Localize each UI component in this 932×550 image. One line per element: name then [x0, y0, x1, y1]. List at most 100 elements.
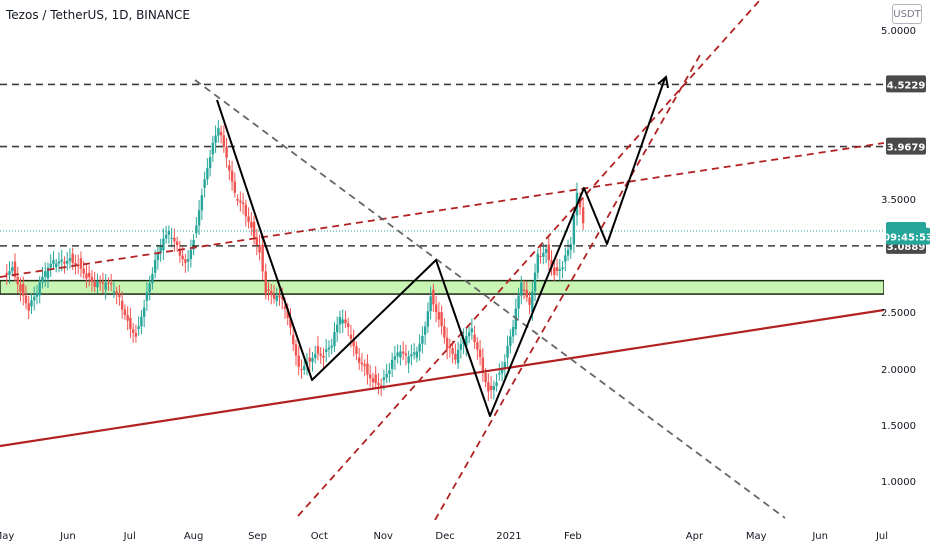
- candle-body: [151, 274, 154, 284]
- candle-body: [90, 276, 94, 282]
- candle-body: [517, 295, 520, 309]
- candle-body: [267, 289, 270, 292]
- candle-body: [434, 304, 438, 312]
- candle-body: [566, 249, 570, 256]
- candle-body: [258, 244, 261, 253]
- price-tick-label: 2.0000: [881, 365, 916, 376]
- projected-wave-path: [216, 77, 666, 417]
- candle-body: [423, 326, 427, 335]
- candle-body: [247, 216, 250, 222]
- candle-body: [241, 202, 245, 205]
- candle-body: [137, 326, 140, 330]
- candle-body: [368, 374, 372, 379]
- candle-body: [432, 289, 435, 305]
- time-axis[interactable]: May Jun Jul Aug Sep Oct Nov Dec 2021 Feb Apr May Jun…: [0, 520, 932, 550]
- candle-body: [283, 306, 287, 309]
- candle-body: [569, 244, 572, 250]
- symbol-header[interactable]: Tezos / TetherUS, 1D, BINANCE: [6, 8, 190, 22]
- trend-lines: [0, 0, 885, 521]
- candle-body: [399, 351, 402, 358]
- candle-body: [456, 349, 460, 364]
- candle-body: [379, 385, 383, 387]
- candle-body: [544, 248, 548, 253]
- candle-body: [454, 353, 457, 360]
- candle-body: [407, 356, 410, 364]
- time-tick-label: Jul: [123, 531, 136, 542]
- candle-body: [44, 271, 47, 277]
- candle-body: [11, 267, 14, 272]
- candle-body: [390, 359, 394, 369]
- time-tick-label: Oct: [311, 531, 328, 542]
- time-tick-label: Jun: [59, 531, 76, 542]
- candle-body: [555, 267, 559, 271]
- currency-button[interactable]: USDT: [892, 4, 922, 24]
- candle-body: [382, 377, 386, 381]
- candle-body: [104, 282, 107, 290]
- candle-body: [27, 303, 30, 311]
- candle-body: [396, 352, 399, 357]
- upper-trend-line: [0, 142, 885, 278]
- candle-body: [363, 364, 366, 367]
- candle-body: [550, 260, 553, 268]
- candle-body: [156, 252, 160, 261]
- candle-body: [16, 276, 19, 285]
- candle-body: [233, 181, 237, 193]
- candle-body: [55, 263, 58, 268]
- candle-body: [286, 308, 289, 319]
- candle-body: [459, 344, 463, 350]
- time-tick-label: May: [746, 531, 767, 542]
- candle-body: [19, 284, 22, 292]
- candle-body: [440, 312, 443, 327]
- candle-body: [578, 199, 582, 208]
- candle-body: [289, 318, 292, 328]
- candle-body: [170, 237, 173, 239]
- price-tick-label: 2.5000: [881, 308, 916, 319]
- candle-body: [35, 293, 39, 297]
- price-label-text: 3.0889: [887, 242, 926, 253]
- candle-body: [333, 332, 336, 347]
- candle-body: [203, 179, 206, 188]
- candle-body: [195, 225, 198, 234]
- candle-body: [346, 323, 350, 327]
- candle-body: [300, 369, 303, 370]
- candle-body: [465, 336, 468, 347]
- candle-body: [178, 250, 182, 256]
- candle-body: [164, 234, 168, 239]
- candle-body: [148, 283, 151, 293]
- time-tick-label: Aug: [184, 531, 204, 542]
- candle-body: [374, 374, 377, 384]
- candle-body: [5, 272, 8, 275]
- candle-body: [46, 267, 50, 279]
- candle-body: [553, 267, 556, 275]
- candle-body: [115, 291, 118, 295]
- price-tick-label: 3.5000: [881, 195, 916, 206]
- candle-body: [292, 334, 295, 345]
- candle-body: [412, 352, 416, 355]
- candle-body: [542, 252, 545, 257]
- candle-body: [445, 337, 449, 350]
- candle-body: [131, 329, 135, 333]
- candle-body: [338, 317, 342, 325]
- descending-trend-line: [194, 79, 786, 519]
- candle-body: [98, 281, 102, 283]
- time-tick-label: Jul: [875, 531, 888, 542]
- candle-body: [564, 255, 567, 262]
- candle-body: [503, 362, 507, 368]
- candle-body: [82, 268, 85, 274]
- candle-body: [255, 237, 259, 245]
- candle-body: [24, 295, 28, 304]
- candle-body: [509, 336, 512, 346]
- candle-body: [536, 253, 540, 273]
- candle-body: [52, 260, 55, 264]
- candle-body: [230, 170, 234, 182]
- candle-body: [126, 315, 129, 321]
- candle-body: [377, 383, 380, 386]
- candle-body: [330, 345, 333, 348]
- time-tick-label: Apr: [686, 531, 704, 542]
- candle-body: [437, 311, 441, 320]
- candle-body: [200, 195, 204, 211]
- price-label-box: [886, 137, 926, 155]
- candle-body: [175, 241, 179, 246]
